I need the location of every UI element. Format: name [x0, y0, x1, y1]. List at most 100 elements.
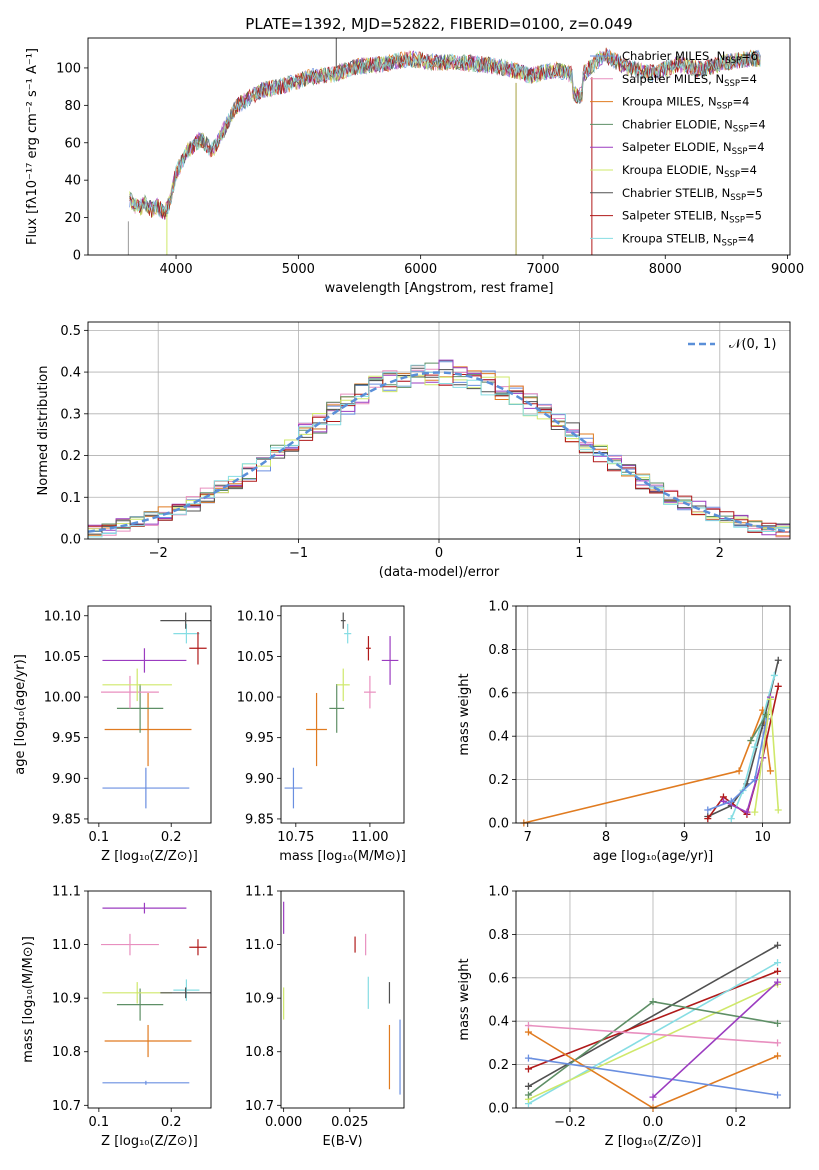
x-tick-label: 9000 [771, 262, 804, 277]
legend-subscript: SSP [730, 193, 746, 203]
axes-frame [87, 321, 791, 540]
residuals-panel: −2 −1 0 1 2 0.0 0.1 0.2 0.3 0.4 0.5 (data-model)/er… [36, 321, 791, 580]
data-point [774, 656, 782, 664]
weight-line [750, 714, 768, 741]
data-point [766, 695, 774, 703]
weight-line [528, 944, 778, 1087]
y-tick-label: 0.2 [60, 449, 81, 464]
x-tick-label: 0.2 [726, 1115, 747, 1130]
data-point [774, 978, 782, 986]
y-tick-label: 10.7 [245, 1099, 274, 1114]
data-point [649, 1093, 657, 1101]
x-tick-label: 11.00 [351, 830, 388, 845]
spectrum-line [129, 49, 761, 218]
axes-frame [87, 37, 791, 256]
data-point [774, 806, 782, 814]
x-tick-label: 10.75 [277, 830, 314, 845]
x-tick-label: 0.025 [331, 1115, 368, 1130]
data-point [774, 682, 782, 690]
data-point [524, 1054, 532, 1062]
legend-entry: Chabrier MILES, NSSP=6 [622, 49, 758, 66]
legend-entry: Kroupa ELODIE, NSSP=4 [622, 163, 757, 180]
data-point [524, 1082, 532, 1090]
axes-frame [280, 605, 405, 824]
data-point [774, 1052, 782, 1060]
x-tick-label: 7 [524, 830, 532, 845]
y-tick-label: 0.5 [60, 324, 81, 339]
y-tick-label: 10.00 [44, 691, 81, 706]
y-tick-label: 0.8 [488, 928, 509, 943]
x-tick-label: 7000 [526, 262, 559, 277]
x-axis-label: wavelength [Angstrom, rest frame] [325, 281, 554, 296]
y-axis-label: Normed distribution [36, 366, 51, 496]
data-point [524, 1065, 532, 1073]
y-tick-label: 1.0 [488, 600, 509, 615]
legend-subscript: SSP [729, 216, 745, 226]
legend-value: =4 [737, 231, 754, 245]
axes-frame [515, 890, 791, 1109]
x-tick-label: 8000 [649, 262, 682, 277]
weight-line [528, 970, 778, 1070]
data-point [735, 767, 743, 775]
y-tick-label: 1.0 [488, 885, 509, 900]
y-tick-label: 10.10 [237, 609, 274, 624]
y-tick-label: 10.05 [44, 650, 81, 665]
y-tick-label: 11.1 [245, 885, 274, 900]
y-tick-label: 0.8 [488, 643, 509, 658]
data-point [747, 737, 755, 745]
y-tick-label: 10.8 [52, 1045, 81, 1060]
age-vs-mass-panel: 10.75 11.00 9.85 9.90 9.95 10.00 10.05 10.10 mas… [237, 605, 406, 864]
data-point [727, 797, 735, 805]
x-axis-label: Z [log₁₀(Z/Z⊙)] [101, 849, 198, 864]
y-axis-label: mass [log₁₀(M/M⊙)] [21, 936, 36, 1063]
x-tick-label: 2 [716, 546, 724, 561]
data-point [774, 1091, 782, 1099]
mass-vs-extinction-panel: 0.000 0.025 10.7 10.8 10.9 11.0 11.1 E(B-V) [245, 885, 405, 1149]
legend-value: =4 [748, 140, 765, 154]
weight-line [528, 983, 778, 1101]
x-tick-label: 0 [435, 546, 443, 561]
x-tick-label: 0.000 [265, 1115, 302, 1130]
weight-line [730, 675, 776, 820]
data-point [751, 776, 759, 784]
axes-frame [280, 890, 405, 1109]
y-tick-label: 0.4 [60, 366, 81, 381]
y-axis-label: mass weight [457, 673, 472, 755]
data-point [704, 806, 712, 814]
data-point [766, 767, 774, 775]
histogram-step [88, 364, 790, 538]
data-point [704, 815, 712, 823]
data-point [727, 815, 735, 823]
y-axis-label: age [log₁₀(age/yr)] [13, 654, 28, 775]
x-tick-label: 0.1 [89, 1115, 110, 1130]
x-tick-label: 0.0 [643, 1115, 664, 1130]
legend-value: =5 [745, 209, 762, 223]
legend-entry: 𝒩(0, 1) [729, 337, 776, 352]
y-tick-label: 40 [64, 174, 81, 189]
y-tick-label: 10.10 [44, 609, 81, 624]
x-axis-label: age [log₁₀(age/yr)] [593, 849, 714, 864]
y-tick-label: 0.2 [488, 1058, 509, 1073]
x-axis-label: Z [log₁₀(Z/Z⊙)] [605, 1134, 702, 1149]
y-tick-label: 9.95 [52, 731, 81, 746]
y-tick-label: 0.6 [488, 686, 509, 701]
y-tick-label: 20 [64, 211, 81, 226]
x-tick-label: 9 [680, 830, 688, 845]
x-tick-label: 5000 [282, 262, 315, 277]
data-point [774, 941, 782, 949]
x-tick-label: −0.2 [554, 1115, 586, 1130]
legend-entry: Salpeter MILES, NSSP=4 [622, 72, 757, 89]
axes-frame [87, 890, 212, 1109]
y-tick-label: 9.85 [245, 812, 274, 827]
x-tick-label: 0.2 [161, 1115, 182, 1130]
y-tick-label: 9.85 [52, 812, 81, 827]
y-tick-label: 10.9 [245, 992, 274, 1007]
y-tick-label: 9.95 [245, 731, 274, 746]
y-tick-label: 10.7 [52, 1099, 81, 1114]
weight-line [528, 1024, 778, 1044]
legend-value: =6 [741, 49, 758, 63]
y-tick-label: 9.90 [245, 772, 274, 787]
data-point [751, 743, 759, 751]
legend-entry: Kroupa MILES, NSSP=4 [622, 95, 749, 112]
